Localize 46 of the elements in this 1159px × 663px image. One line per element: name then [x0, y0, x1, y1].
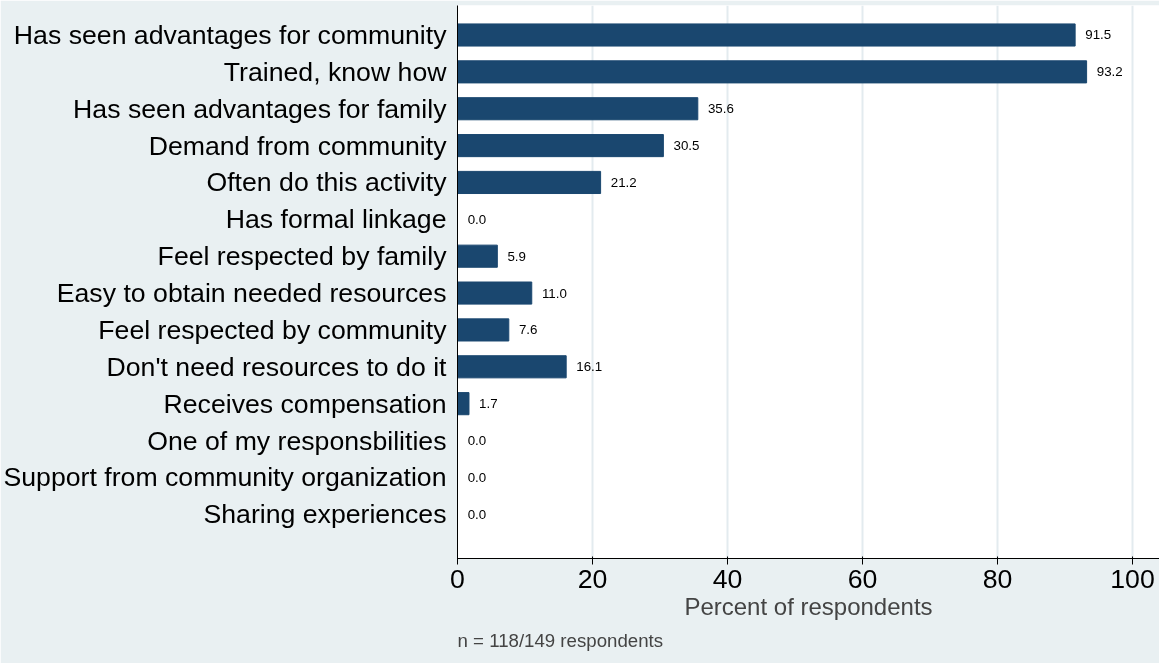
data-label: 16.1	[576, 359, 603, 375]
data-label: 35.6	[707, 101, 734, 117]
data-label: 0.0	[467, 506, 487, 522]
bar	[457, 392, 470, 416]
bar	[457, 134, 664, 158]
data-label: 11.0	[541, 285, 567, 301]
data-label: 30.5	[673, 138, 700, 154]
data-label: 1.7	[479, 396, 498, 412]
x-tick-label: 0	[450, 563, 465, 594]
data-label: 0.0	[467, 211, 487, 227]
y-tick-label: Often do this activity	[206, 167, 448, 198]
data-label: 91.5	[1085, 27, 1112, 43]
y-tick-label: Sharing experiences	[203, 499, 447, 530]
y-tick-label: Has seen advantages for family	[73, 93, 448, 124]
y-tick-label: Feel respected by family	[157, 241, 448, 272]
x-axis-title: Percent of respondents	[684, 592, 933, 620]
y-tick-label: Trained, know how	[223, 56, 448, 87]
bar	[457, 244, 498, 268]
data-label: 0.0	[467, 433, 487, 449]
data-label: 5.9	[507, 248, 526, 264]
text: n = 118/149 respondents	[457, 629, 664, 651]
y-tick-label: Don't need resources to do it	[106, 351, 448, 382]
y-tick-label: One of my responsbilities	[147, 425, 447, 456]
x-tick-label: 100	[1110, 563, 1155, 594]
y-tick-label: Support from community organization	[3, 462, 447, 493]
bar	[457, 170, 602, 195]
data-label: 7.6	[518, 322, 538, 338]
y-tick-label: Receives compensation	[163, 388, 447, 419]
bar	[457, 60, 1088, 84]
x-tick-label: 80	[982, 563, 1013, 594]
bar	[457, 281, 533, 305]
x-tick-label: 20	[577, 563, 608, 594]
x-tick-label: 40	[712, 563, 743, 594]
y-tick-label: Has formal linkage	[225, 204, 447, 235]
data-label: 21.2	[610, 174, 637, 190]
data-label: 93.2	[1096, 64, 1123, 80]
bar	[457, 318, 510, 342]
x-tick-label: 60	[847, 563, 878, 594]
bar	[457, 23, 1076, 47]
y-tick-label: Has seen advantages for community	[13, 19, 448, 50]
y-tick-label: Demand from community	[148, 130, 448, 161]
y-tick-label: Easy to obtain needed resources	[56, 278, 447, 309]
bar	[457, 355, 567, 379]
y-tick-label: Feel respected by community	[98, 314, 448, 345]
data-label: 0.0	[467, 469, 487, 485]
bar	[457, 97, 699, 121]
